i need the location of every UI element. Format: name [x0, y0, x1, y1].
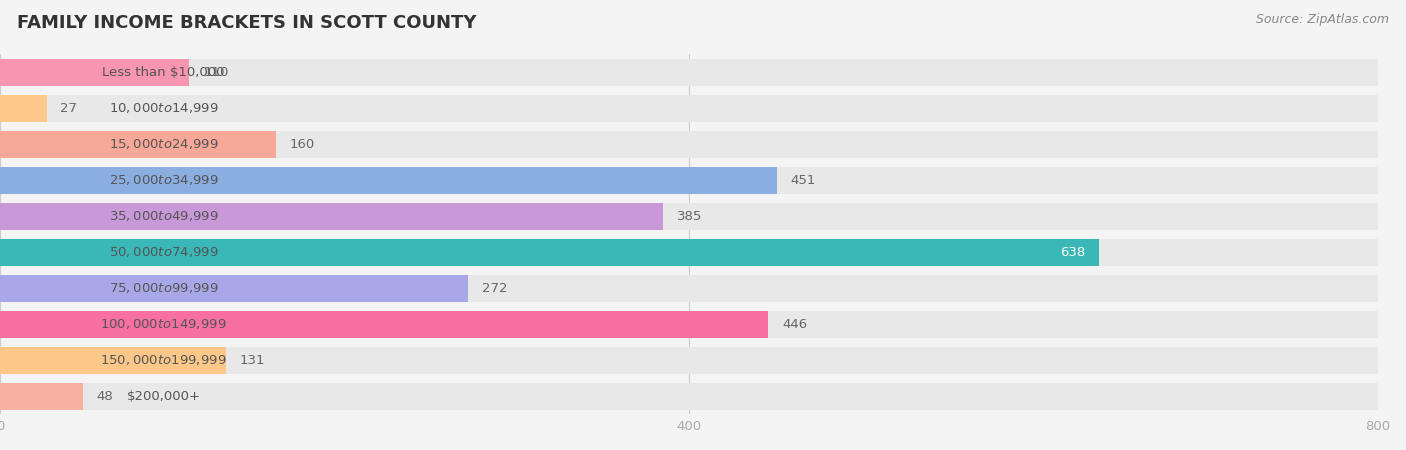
Bar — [0, 58, 190, 86]
Bar — [0, 202, 1378, 230]
Bar — [0, 346, 1378, 374]
Text: $35,000 to $49,999: $35,000 to $49,999 — [108, 209, 218, 223]
Text: 446: 446 — [782, 318, 807, 330]
Text: Source: ZipAtlas.com: Source: ZipAtlas.com — [1256, 14, 1389, 27]
Text: $25,000 to $34,999: $25,000 to $34,999 — [108, 173, 218, 187]
Text: FAMILY INCOME BRACKETS IN SCOTT COUNTY: FAMILY INCOME BRACKETS IN SCOTT COUNTY — [17, 14, 477, 32]
Bar — [0, 130, 1378, 158]
Text: $15,000 to $24,999: $15,000 to $24,999 — [108, 137, 218, 151]
Bar — [0, 166, 776, 194]
Bar — [0, 58, 1378, 86]
Text: 638: 638 — [1060, 246, 1085, 258]
Text: $100,000 to $149,999: $100,000 to $149,999 — [100, 317, 226, 331]
Text: 48: 48 — [97, 390, 114, 402]
Text: 160: 160 — [290, 138, 315, 150]
Text: 451: 451 — [790, 174, 815, 186]
Text: Less than $10,000: Less than $10,000 — [103, 66, 225, 78]
Text: 110: 110 — [204, 66, 229, 78]
Bar — [0, 166, 1378, 194]
Bar — [0, 238, 1378, 266]
Bar — [0, 202, 664, 230]
Bar — [0, 274, 468, 302]
Bar — [0, 382, 1378, 410]
Bar — [0, 310, 1378, 338]
Text: 27: 27 — [60, 102, 77, 114]
Text: 272: 272 — [482, 282, 508, 294]
Bar — [0, 346, 225, 374]
Bar — [0, 310, 768, 338]
Text: $200,000+: $200,000+ — [127, 390, 201, 402]
Bar — [0, 274, 1378, 302]
Bar — [0, 94, 1378, 122]
Bar — [0, 130, 276, 158]
Bar — [0, 94, 46, 122]
Text: $10,000 to $14,999: $10,000 to $14,999 — [108, 101, 218, 115]
Text: $150,000 to $199,999: $150,000 to $199,999 — [100, 353, 226, 367]
Text: $50,000 to $74,999: $50,000 to $74,999 — [108, 245, 218, 259]
Text: 385: 385 — [676, 210, 702, 222]
Text: 131: 131 — [239, 354, 264, 366]
Text: $75,000 to $99,999: $75,000 to $99,999 — [108, 281, 218, 295]
Bar — [0, 238, 1099, 266]
Bar — [0, 382, 83, 410]
